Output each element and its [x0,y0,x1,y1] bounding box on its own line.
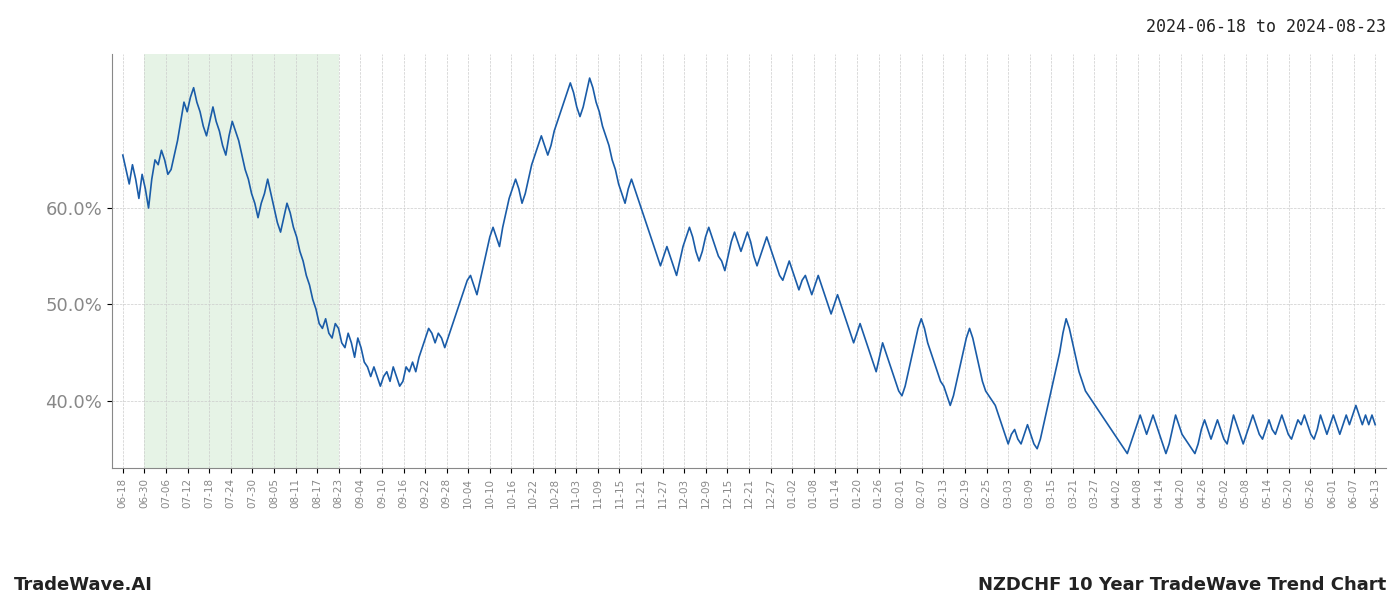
Text: TradeWave.AI: TradeWave.AI [14,576,153,594]
Bar [144,54,339,468]
Text: 2024-06-18 to 2024-08-23: 2024-06-18 to 2024-08-23 [1147,18,1386,36]
Text: NZDCHF 10 Year TradeWave Trend Chart: NZDCHF 10 Year TradeWave Trend Chart [977,576,1386,594]
